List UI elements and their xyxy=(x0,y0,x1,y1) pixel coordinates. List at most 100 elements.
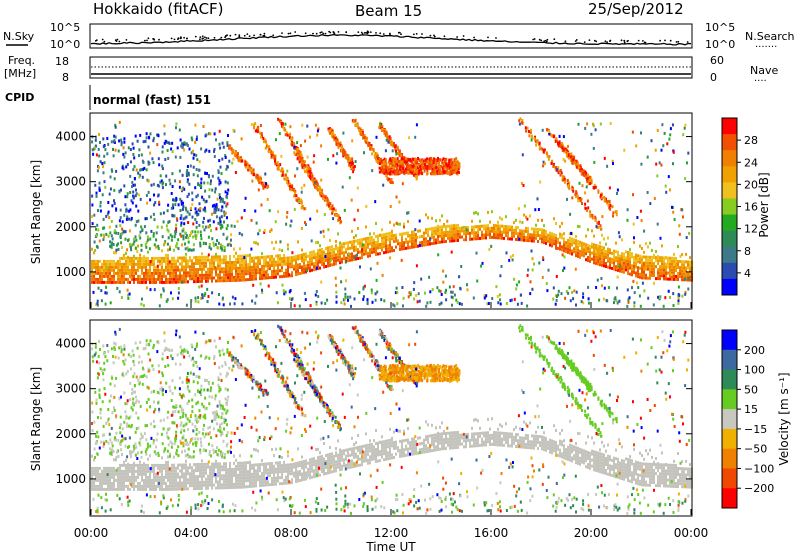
power-cell xyxy=(190,299,193,303)
power-cell xyxy=(123,140,126,144)
power-cell xyxy=(147,271,149,275)
power-cell xyxy=(643,289,646,293)
power-cell xyxy=(491,229,493,233)
nsearch-point xyxy=(220,36,223,39)
power-cell xyxy=(403,172,406,176)
power-cell xyxy=(237,278,239,282)
power-cell xyxy=(149,237,152,241)
power-cell xyxy=(305,270,307,274)
power-cell xyxy=(375,253,377,256)
power-cell xyxy=(249,269,251,272)
power-cell xyxy=(409,245,411,249)
power-cell xyxy=(531,236,533,240)
power-cell xyxy=(284,122,287,126)
power-cell xyxy=(145,256,147,260)
power-cell xyxy=(184,247,187,251)
power-cell xyxy=(219,196,221,200)
power-cell xyxy=(115,169,118,173)
power-cell xyxy=(193,280,195,284)
power-cell xyxy=(370,146,373,150)
power-cell xyxy=(327,264,329,268)
power-cell xyxy=(109,271,111,275)
power-cell xyxy=(496,294,499,298)
power-cell xyxy=(273,272,275,276)
power-cell xyxy=(226,143,229,147)
power-cell xyxy=(165,299,168,303)
power-cell xyxy=(411,160,413,164)
power-cell xyxy=(280,154,283,158)
power-cell xyxy=(139,274,141,278)
power-cell xyxy=(187,259,189,263)
power-cell xyxy=(250,166,253,170)
power-cell xyxy=(107,262,109,266)
power-cell xyxy=(145,259,147,263)
power-cell xyxy=(117,274,119,278)
power-cell xyxy=(341,251,343,255)
nsearch-point xyxy=(593,39,596,42)
power-cell xyxy=(126,288,129,292)
power-cell xyxy=(298,151,301,155)
power-cell xyxy=(261,264,263,268)
power-cell xyxy=(202,242,205,245)
power-cell xyxy=(171,277,173,281)
power-cell xyxy=(669,259,671,263)
power-cell xyxy=(375,159,378,163)
power-cell xyxy=(437,235,439,238)
power-cell xyxy=(433,238,435,242)
power-cell xyxy=(278,248,281,252)
power-cell xyxy=(545,238,547,242)
power-cell xyxy=(231,276,233,279)
power-cell xyxy=(615,213,618,217)
power-cell xyxy=(637,257,639,261)
power-cell xyxy=(161,164,164,168)
power-cell xyxy=(483,227,485,231)
nsearch-point xyxy=(595,40,598,43)
power-cell xyxy=(562,269,564,272)
power-cell xyxy=(657,274,659,278)
power-cell xyxy=(196,193,199,197)
power-cell xyxy=(380,168,383,172)
power-cell xyxy=(664,296,667,300)
power-cell xyxy=(392,170,395,174)
power-cell xyxy=(135,220,138,224)
power-cell xyxy=(327,258,329,262)
power-cell xyxy=(237,266,239,270)
power-cell xyxy=(170,192,173,195)
power-cell xyxy=(329,239,331,242)
power-cell xyxy=(568,186,571,190)
power-cell xyxy=(409,158,411,161)
power-cell xyxy=(254,122,257,126)
power-cell xyxy=(284,173,287,177)
power-cell xyxy=(177,268,179,272)
power-cell xyxy=(193,271,195,275)
nsearch-point xyxy=(201,35,204,38)
power-cell xyxy=(321,263,323,266)
power-cell xyxy=(339,143,342,147)
power-cell xyxy=(275,275,277,279)
power-cell xyxy=(329,263,331,267)
power-cell xyxy=(148,247,151,251)
power-cell xyxy=(213,258,215,262)
power-cell xyxy=(661,262,663,266)
power-cell xyxy=(193,153,196,157)
power-cell xyxy=(273,266,275,270)
power-cell xyxy=(97,262,99,266)
power-cell xyxy=(579,243,581,247)
power-cell xyxy=(120,296,123,299)
power-cell xyxy=(396,151,399,155)
power-cell xyxy=(164,139,167,143)
power-cell xyxy=(209,270,211,274)
power-cell xyxy=(396,167,398,171)
power-cell xyxy=(473,225,475,229)
power-cell xyxy=(577,199,580,203)
power-cell xyxy=(385,247,387,251)
power-cell xyxy=(258,180,261,184)
power-cell xyxy=(179,155,182,159)
power-cell xyxy=(599,263,601,267)
power-cell xyxy=(275,291,278,295)
power-cell xyxy=(201,264,203,268)
power-cell xyxy=(407,171,410,175)
power-cell xyxy=(98,181,101,185)
power-cell xyxy=(421,160,423,164)
